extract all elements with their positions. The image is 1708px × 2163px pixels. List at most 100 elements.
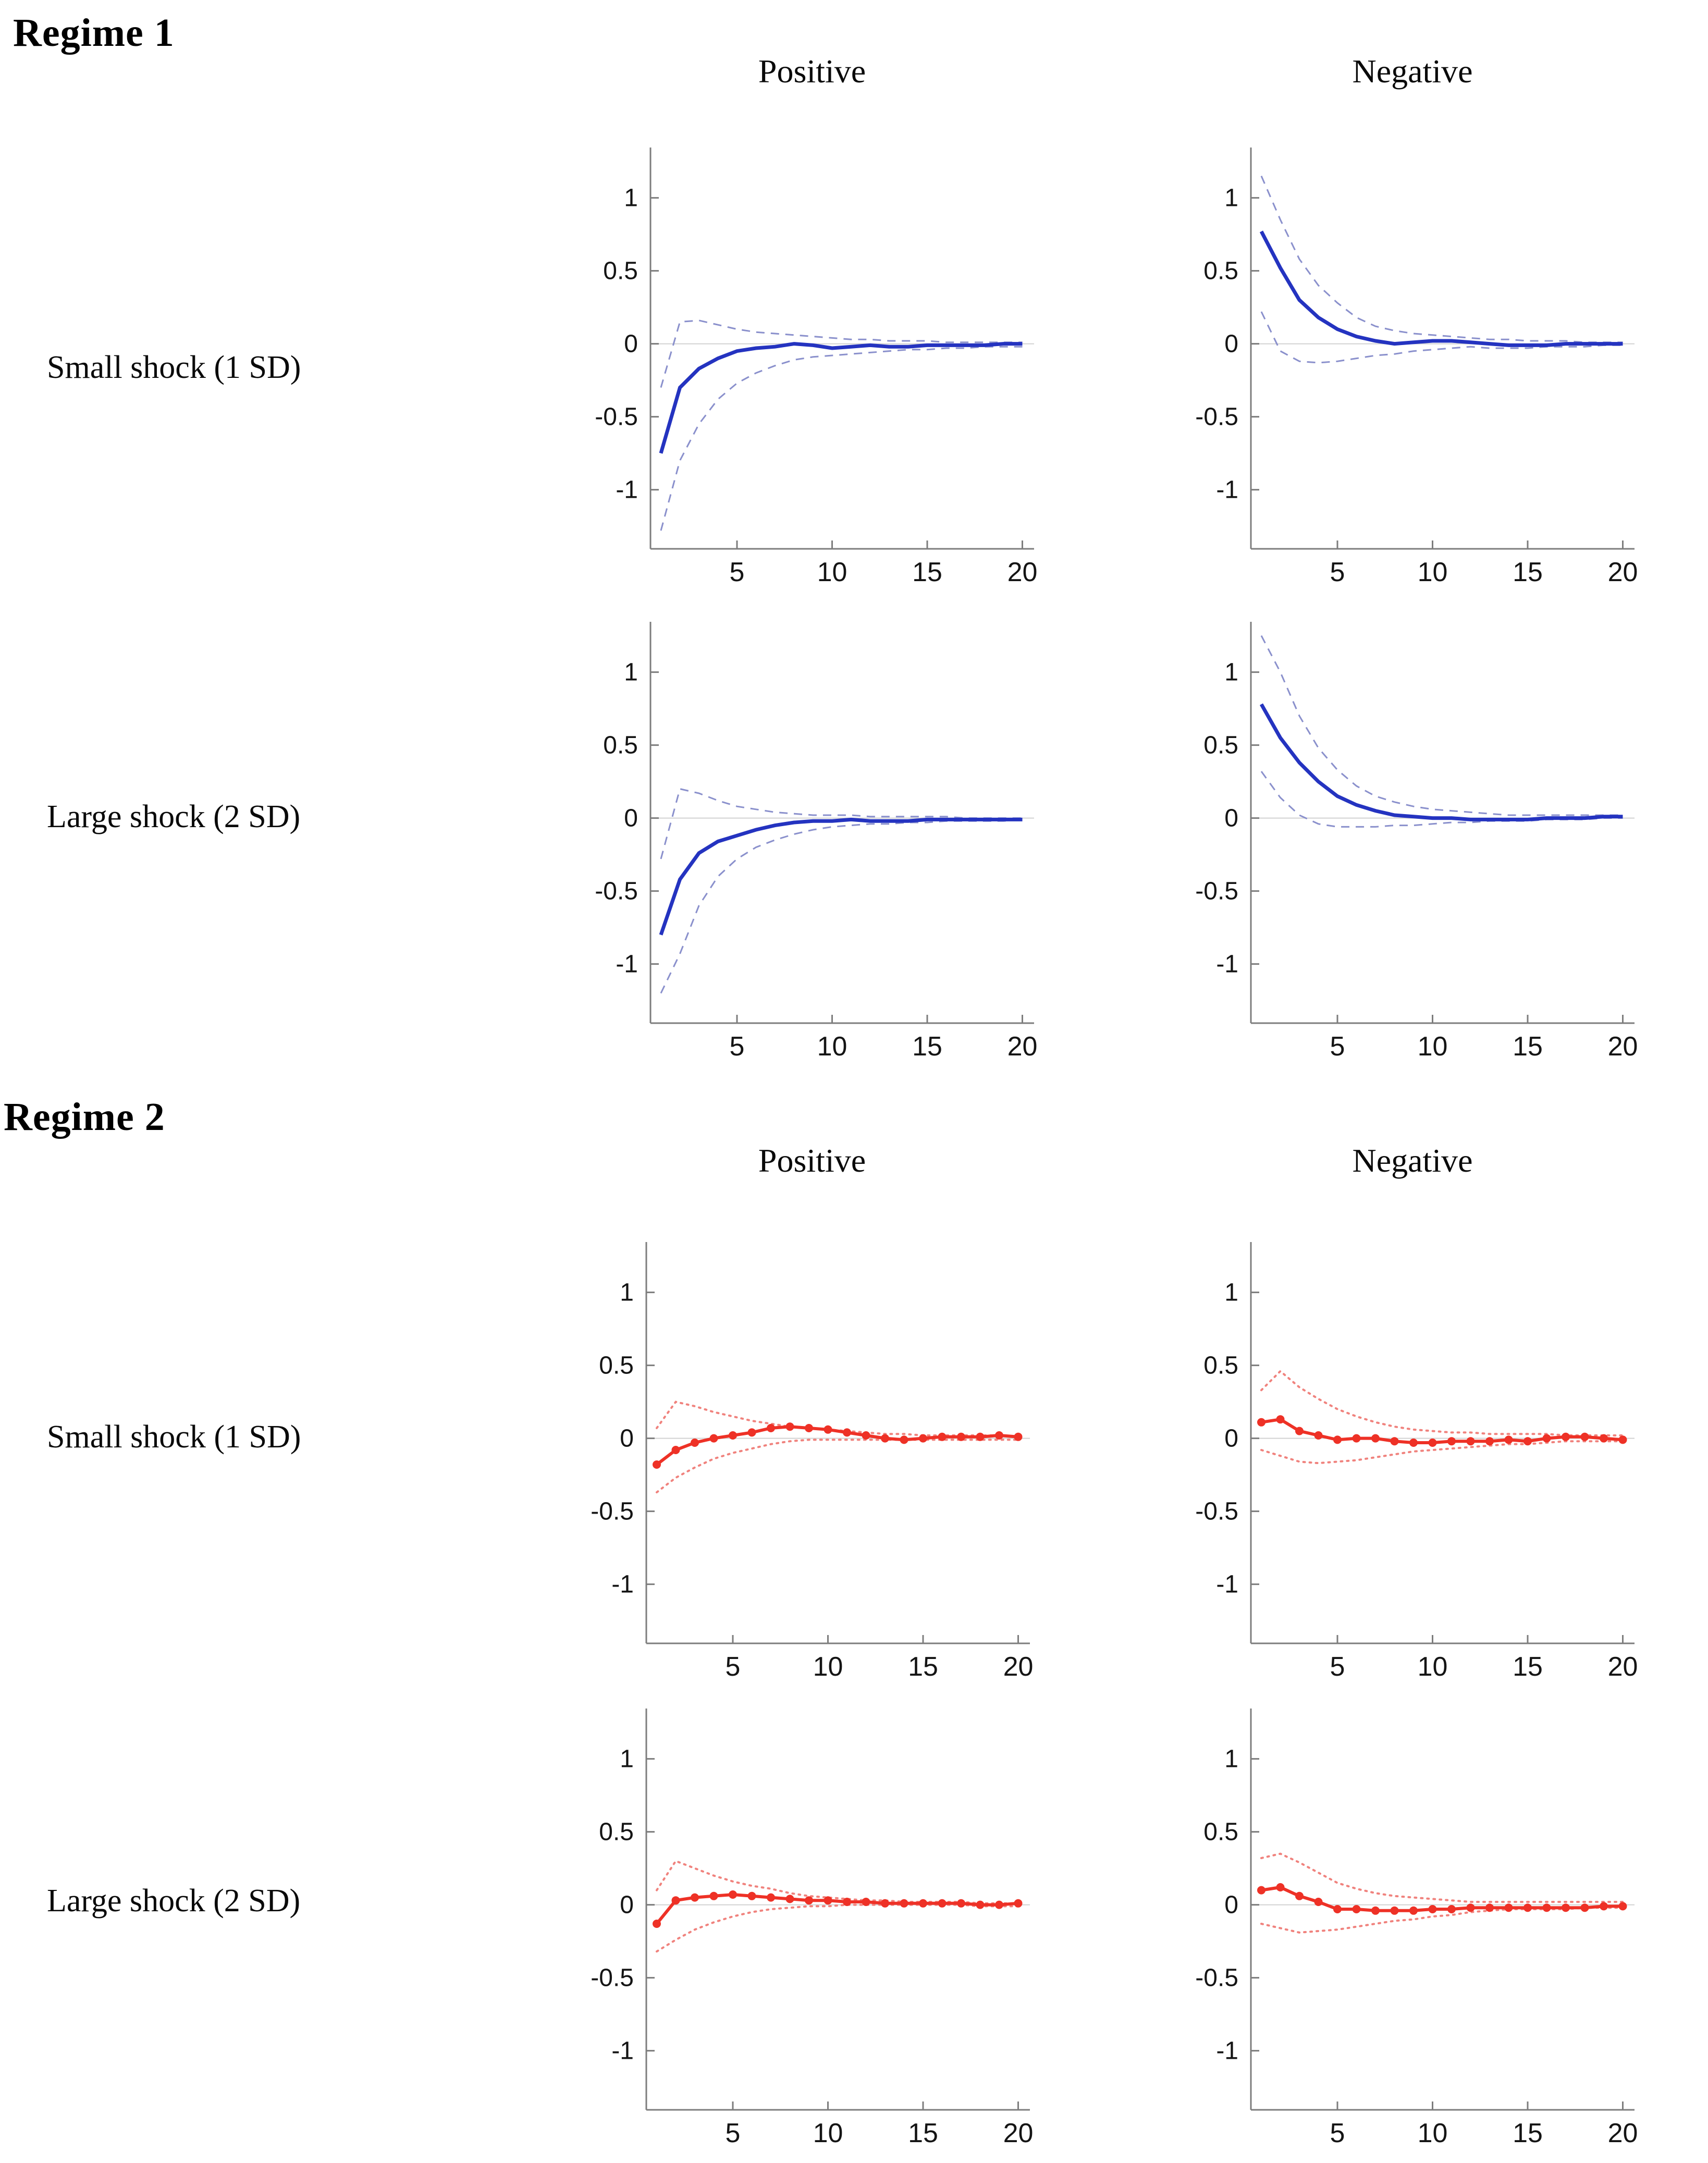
y-tick-label: 0 (624, 805, 638, 832)
series-lower-band (1260, 1440, 1624, 1465)
data-point-marker (747, 1428, 756, 1437)
data-point-marker (919, 1899, 927, 1908)
data-point-marker (709, 1891, 718, 1900)
row-label-small-shock-regime1: Small shock (1 SD) (47, 350, 301, 385)
y-tick-label: 0.5 (599, 1352, 634, 1380)
series-impulse-response (1259, 230, 1623, 347)
data-point-marker (747, 1891, 756, 1900)
column-header-negative-regime2: Negative (1352, 1142, 1473, 1179)
irf-chart-regime1-negative-large: 1 0.5 0 -0.5 -1 5 10 15 20 (1183, 618, 1642, 1076)
x-tick-label: 5 (1330, 557, 1345, 587)
x-tick-label: 15 (908, 2118, 938, 2148)
irf-chart-regime2-positive-large: 1 0.5 0 -0.5 -1 5 10 15 20 (579, 1704, 1037, 2163)
data-point-marker (976, 1900, 985, 1909)
data-point-marker (900, 1899, 908, 1908)
data-point-marker (1447, 1437, 1456, 1446)
row-label-large-shock-regime1: Large shock (2 SD) (47, 799, 301, 834)
chart-svg-r2-positive-large: 1 0.5 0 -0.5 -1 5 10 15 20 (591, 1709, 1033, 2148)
chart-svg-r2-positive-small: 1 0.5 0 -0.5 -1 5 10 15 20 (591, 1242, 1033, 1682)
x-tick-label: 5 (1330, 1652, 1345, 1682)
row-label-small-shock-regime2: Small shock (1 SD) (47, 1419, 301, 1455)
irf-chart-regime1-positive-large: 1 0.5 0 -0.5 -1 5 10 15 20 (583, 618, 1041, 1076)
data-point-marker (691, 1439, 699, 1447)
data-point-marker (1314, 1431, 1323, 1440)
x-tick-label: 20 (1007, 1031, 1038, 1062)
y-tick-label: 0.5 (603, 732, 638, 759)
data-point-marker (1562, 1432, 1570, 1441)
data-point-marker (1600, 1902, 1608, 1911)
x-tick-label: 20 (1608, 1652, 1638, 1682)
data-point-marker (995, 1900, 1003, 1909)
x-tick-label: 10 (817, 1031, 847, 1062)
series-upper-band (1260, 1852, 1624, 1903)
chart-svg-r2-negative-large: 1 0.5 0 -0.5 -1 5 10 15 20 (1195, 1709, 1638, 2148)
data-point-marker (805, 1896, 813, 1905)
data-point-marker (995, 1431, 1003, 1440)
x-tick-label: 5 (730, 557, 745, 587)
series-lower-band (660, 818, 1023, 994)
data-point-marker (1257, 1418, 1265, 1427)
y-tick-label: -1 (616, 476, 638, 504)
data-point-marker (957, 1899, 965, 1908)
chart-svg-r2-negative-small: 1 0.5 0 -0.5 -1 5 10 15 20 (1195, 1242, 1638, 1682)
data-point-marker (1371, 1906, 1380, 1915)
y-tick-label: -0.5 (1195, 1964, 1238, 1992)
y-tick-label: -0.5 (591, 1964, 634, 1992)
x-tick-label: 10 (813, 1652, 843, 1682)
y-tick-label: 0 (1224, 1891, 1238, 1919)
y-tick-label: 0 (620, 1891, 634, 1919)
data-point-marker (881, 1434, 889, 1443)
y-tick-label: 1 (620, 1746, 634, 1773)
series-lower-band (660, 346, 1023, 531)
data-point-marker (1447, 1905, 1456, 1913)
irf-chart-regime2-positive-small: 1 0.5 0 -0.5 -1 5 10 15 20 (579, 1238, 1037, 1697)
y-tick-label: 1 (624, 659, 638, 686)
data-point-marker (1580, 1903, 1589, 1912)
data-point-marker (1352, 1905, 1361, 1913)
y-tick-label: -1 (1216, 2037, 1238, 2065)
data-point-marker (671, 1896, 680, 1905)
data-point-marker (1276, 1415, 1285, 1424)
series-impulse-response (656, 1425, 1018, 1466)
data-point-marker (1485, 1903, 1494, 1912)
y-tick-label: 1 (1224, 1279, 1238, 1307)
y-tick-label: 1 (620, 1279, 634, 1307)
data-point-marker (1466, 1437, 1475, 1446)
data-point-marker (938, 1432, 947, 1441)
x-tick-label: 10 (1418, 557, 1448, 587)
series-upper-band (1260, 176, 1623, 343)
data-point-marker (976, 1432, 985, 1441)
x-tick-label: 5 (1330, 1031, 1345, 1062)
data-point-marker (653, 1920, 661, 1928)
y-tick-label: 1 (1224, 185, 1238, 212)
y-tick-label: 0.5 (599, 1818, 634, 1846)
data-point-marker (824, 1425, 832, 1434)
series-lower-band (1260, 311, 1623, 364)
data-point-marker (881, 1899, 889, 1908)
chart-svg-r1-negative-small: 1 0.5 0 -0.5 -1 5 10 15 20 (1195, 148, 1638, 587)
y-tick-label: 0 (1224, 1425, 1238, 1453)
y-tick-label: 0 (1224, 805, 1238, 832)
y-tick-label: 0.5 (1203, 1352, 1238, 1380)
series-upper-band (656, 1860, 1019, 1904)
series-upper-band (660, 788, 1023, 859)
series-lower-band (1260, 1907, 1624, 1934)
data-point-marker (900, 1435, 908, 1444)
data-point-marker (1371, 1434, 1380, 1443)
x-tick-label: 10 (817, 557, 847, 587)
x-tick-label: 20 (1608, 1031, 1638, 1062)
data-point-marker (862, 1898, 870, 1906)
data-point-marker (1314, 1898, 1323, 1906)
y-tick-label: 0 (624, 330, 638, 358)
y-tick-label: -0.5 (1195, 403, 1238, 431)
data-point-marker (1504, 1903, 1513, 1912)
data-point-marker (824, 1896, 832, 1905)
x-tick-label: 10 (1418, 2118, 1448, 2148)
series-lower-band (656, 1903, 1019, 1953)
series-upper-band (660, 319, 1023, 388)
data-point-marker (919, 1434, 927, 1443)
column-header-negative-regime1: Negative (1352, 53, 1473, 90)
y-tick-label: 0 (620, 1425, 634, 1453)
y-tick-label: -1 (611, 1571, 634, 1599)
y-tick-label: -0.5 (595, 878, 638, 905)
